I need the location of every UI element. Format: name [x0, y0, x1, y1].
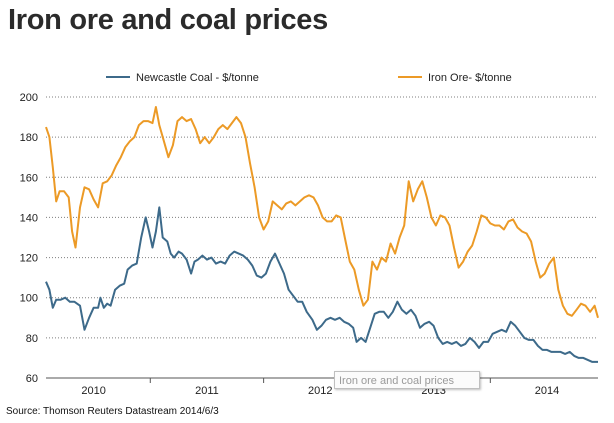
y-tick-label: 120 — [20, 253, 38, 265]
y-tick-label: 80 — [26, 333, 38, 345]
hover-tooltip: Iron ore and coal prices — [334, 371, 480, 389]
legend: Newcastle Coal - $/tonne Iron Ore- $/tonn… — [106, 72, 512, 84]
x-tick-label: 2011 — [195, 385, 219, 397]
coal-price-line — [45, 206, 598, 363]
x-tick-label: 2010 — [81, 385, 105, 397]
y-tick-label: 60 — [26, 373, 38, 385]
source-note: Source: Thomson Reuters Datastream 2014/… — [6, 406, 219, 417]
grid-lines — [46, 96, 598, 379]
legend-label: Iron Ore- $/tonne — [428, 72, 512, 84]
y-tick-label: 160 — [20, 172, 38, 184]
x-tick-label: 2014 — [535, 385, 559, 397]
y-tick-label: 200 — [20, 92, 38, 104]
y-tick-label: 180 — [20, 132, 38, 144]
series-group — [45, 106, 599, 363]
chart-title: Iron ore and coal prices — [8, 4, 328, 36]
x-tick-label: 2012 — [308, 385, 332, 397]
iron-ore-price-line — [45, 106, 599, 319]
y-axis: 60 80 100 120 140 160 180 200 — [20, 92, 38, 385]
y-tick-label: 140 — [20, 212, 38, 224]
x-axis: 2010 2011 2012 2013 2014 — [81, 378, 559, 397]
y-tick-label: 100 — [20, 293, 38, 305]
legend-label: Newcastle Coal - $/tonne — [136, 72, 259, 84]
